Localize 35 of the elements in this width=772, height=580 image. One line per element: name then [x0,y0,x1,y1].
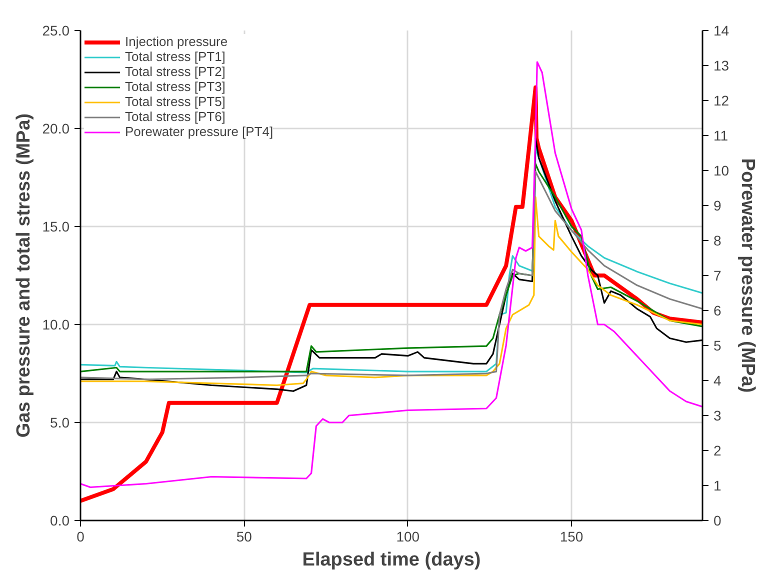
y2-tick-label: 12 [714,92,730,108]
y2-tick-label: 11 [714,128,728,144]
y2-tick-label: 6 [714,302,722,318]
y2-tick-label: 2 [714,442,722,458]
y2-tick-label: 13 [714,58,730,74]
y2-tick-label: 8 [714,232,722,248]
y-tick-label: 10.0 [42,316,70,332]
y2-tick-label: 9 [714,198,722,214]
y-tick-label: 15.0 [42,218,70,234]
y2-axis-title: Porewater pressure (MPa) [737,158,758,393]
legend-label: Injection pressure [125,34,228,49]
legend-label: Total stress [PT2] [125,64,226,79]
y2-tick-label: 4 [714,372,722,388]
x-axis-title: Elapsed time (days) [302,550,481,570]
y-tick-label: 0.0 [50,512,70,528]
y-axis-title: Gas pressure and total stress (MPa) [13,113,34,438]
legend-label: Total stress [PT1] [125,49,226,64]
y2-tick-label: 1 [714,478,722,494]
x-tick-label: 50 [236,528,252,544]
legend-label: Total stress [PT5] [125,94,226,109]
y2-tick-label: 7 [714,268,722,284]
y2-tick-label: 0 [714,512,722,528]
legend-label: Total stress [PT6] [125,109,226,124]
y-tick-label: 5.0 [50,414,70,430]
y2-tick-label: 10 [714,162,730,178]
y-tick-label: 20.0 [42,120,70,136]
y2-tick-label: 14 [714,22,730,38]
x-tick-label: 100 [396,528,420,544]
legend-label: Total stress [PT3] [125,79,226,94]
x-tick-label: 150 [560,528,584,544]
y-tick-label: 25.0 [42,22,70,38]
x-tick-label: 0 [76,528,85,544]
y2-tick-label: 3 [714,408,722,424]
y2-tick-label: 5 [714,338,722,354]
legend-label: Porewater pressure [PT4] [125,124,274,139]
